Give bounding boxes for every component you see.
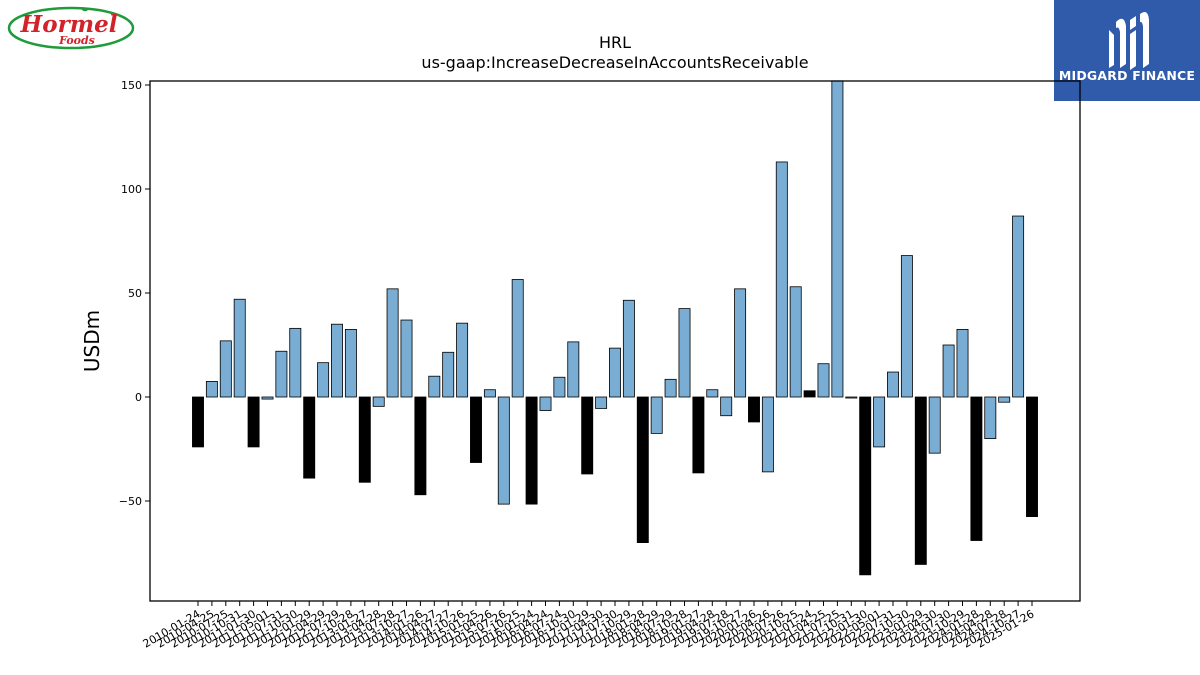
bar-2013-10-27 — [400, 319, 413, 398]
bar-2022-10-30 — [900, 255, 913, 398]
bars-group — [192, 80, 1038, 576]
bar-2015-04-26 — [483, 389, 496, 398]
y-tick-label: 150 — [121, 79, 142, 92]
bar-2022-07-31 — [887, 371, 899, 398]
bar-2025-01-26 — [1026, 396, 1038, 517]
bar-2012-04-29 — [317, 362, 330, 398]
bar-2021-07-25 — [831, 80, 844, 398]
y-axis-ticks: −50 0 50 100 150 — [119, 79, 150, 508]
bar-2019-04-28 — [706, 389, 719, 398]
bar-2016-04-24 — [539, 396, 552, 411]
y-tick-label: 100 — [121, 183, 142, 196]
bar-2018-07-29 — [664, 378, 677, 398]
bar-2012-07-29 — [331, 323, 343, 398]
bar-2013-07-28 — [386, 288, 399, 398]
bar-2014-10-26 — [456, 322, 469, 398]
bar-2019-01-27 — [692, 396, 705, 474]
bar-2024-07-28 — [998, 396, 1011, 403]
bar-2023-04-30 — [928, 396, 941, 454]
bar-2019-10-27 — [734, 288, 747, 398]
bar-2017-10-29 — [622, 299, 635, 398]
bar-2022-05-01 — [873, 396, 886, 448]
hormel-foods-logo: Hormel Foods — [7, 5, 135, 51]
bar-2023-07-30 — [942, 344, 955, 398]
bar-2010-07-25 — [219, 340, 232, 398]
bar-2011-05-01 — [261, 396, 274, 400]
bar-2011-01-30 — [247, 396, 260, 448]
bar-2018-01-28 — [636, 396, 649, 544]
y-tick-label: −50 — [119, 495, 142, 508]
midgard-finance-wordmark: MIDGARD FINANCE — [1058, 68, 1196, 83]
bar-2014-07-27 — [442, 351, 455, 398]
bar-2011-10-30 — [289, 327, 302, 398]
bar-2018-10-28 — [678, 308, 691, 398]
bar-2021-01-24 — [803, 390, 816, 398]
bar-2010-04-25 — [205, 380, 218, 398]
bar-2014-04-27 — [428, 375, 441, 398]
bar-2016-07-24 — [553, 376, 566, 398]
bar-2024-10-27 — [1012, 215, 1025, 398]
y-tick-label: 0 — [135, 391, 142, 404]
bar-2019-07-28 — [720, 396, 733, 417]
bar-2020-04-26 — [761, 396, 774, 473]
bar-2021-10-31 — [845, 396, 858, 399]
bar-2015-10-25 — [511, 279, 524, 398]
bar-2024-01-28 — [970, 396, 983, 541]
bar-2010-10-31 — [233, 298, 246, 398]
bar-2017-04-30 — [595, 396, 608, 409]
bar-2015-01-25 — [470, 396, 482, 463]
y-axis-label: USDm — [80, 310, 104, 372]
x-axis-ticks: 2010-01-242010-04-252010-07-252010-10-31… — [141, 601, 1037, 651]
svg-text:Foods: Foods — [58, 34, 95, 47]
chart-title: HRL — [599, 33, 631, 52]
bar-2013-04-28 — [372, 396, 385, 407]
bar-2012-01-29 — [303, 396, 316, 479]
bar-2017-07-30 — [609, 347, 621, 398]
bar-2015-07-26 — [497, 396, 510, 505]
bar-2016-10-30 — [567, 341, 580, 398]
chart-subtitle: us-gaap:IncreaseDecreaseInAccountsReceiv… — [421, 53, 808, 72]
bar-2020-01-26 — [748, 396, 760, 423]
bar-2022-01-30 — [859, 396, 872, 576]
bar-2016-01-24 — [525, 396, 538, 505]
plot-frame — [149, 80, 1081, 602]
bar-2020-10-25 — [789, 286, 802, 398]
bar-2017-01-29 — [581, 396, 594, 475]
bar-2014-01-26 — [414, 396, 427, 496]
bar-2012-10-28 — [344, 328, 357, 398]
bar-2021-04-25 — [817, 363, 830, 398]
bar-2013-01-27 — [358, 396, 371, 483]
bar-2011-07-31 — [275, 350, 288, 398]
bar-2023-10-29 — [956, 328, 969, 398]
y-tick-label: 50 — [128, 287, 142, 300]
svg-text:Hormel: Hormel — [20, 11, 118, 38]
bar-2024-04-28 — [984, 396, 997, 439]
bar-2018-04-29 — [650, 396, 663, 434]
bar-2023-01-29 — [914, 396, 927, 565]
bar-2020-07-26 — [775, 161, 788, 398]
bar-2010-01-24 — [192, 396, 204, 448]
midgard-finance-logo: MIDGARD FINANCE — [1054, 0, 1200, 101]
